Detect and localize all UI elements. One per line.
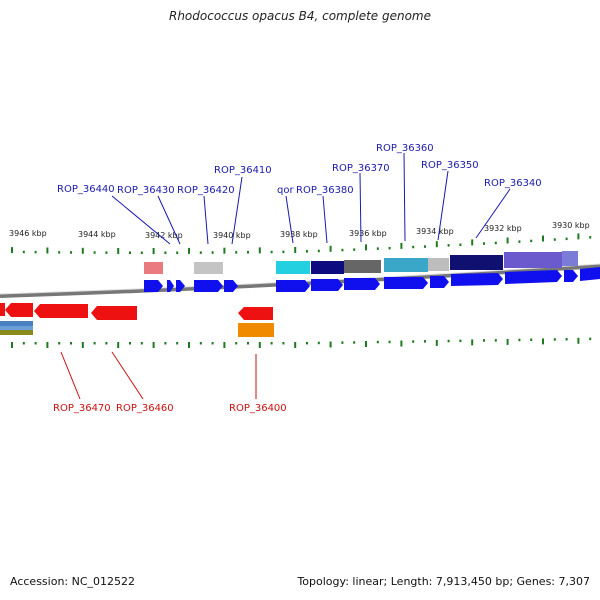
callout-line: [231, 176, 243, 245]
gene-label-rop-36350[interactable]: ROP_36350: [421, 160, 479, 171]
scale-label: 3932 kbp: [484, 224, 522, 233]
reverse-gene-labels: ROP_36470 ROP_36460 ROP_36400: [53, 403, 287, 414]
reverse-genes: [0, 303, 273, 320]
genome-summary-text: Topology: linear; Length: 7,913,450 bp; …: [297, 575, 590, 588]
feature-box[interactable]: [238, 323, 274, 337]
callout-line: [157, 195, 181, 245]
feature-box[interactable]: [504, 252, 562, 268]
forward-gene-labels: ROP_36440 ROP_36430 ROP_36420 ROP_36410 …: [57, 143, 542, 196]
reverse-callouts: [60, 351, 257, 400]
forward-gene-arrow[interactable]: [167, 280, 174, 292]
callout-line: [60, 351, 81, 400]
scale-label: 3942 kbp: [145, 231, 183, 240]
callout-line: [475, 188, 511, 239]
gene-label-rop-36420[interactable]: ROP_36420: [177, 185, 235, 196]
forward-genes: [144, 267, 600, 292]
feature-box[interactable]: [384, 258, 428, 272]
gene-label-rop-36410[interactable]: ROP_36410: [214, 165, 272, 176]
gene-label-rop-36400[interactable]: ROP_36400: [229, 403, 287, 414]
gene-label-qor[interactable]: qor: [277, 185, 294, 196]
gene-label-rop-36340[interactable]: ROP_36340: [484, 178, 542, 189]
scale-label: 3940 kbp: [213, 231, 251, 240]
feature-box[interactable]: [276, 261, 310, 274]
feature-box[interactable]: [311, 261, 344, 274]
accession-text: Accession: NC_012522: [10, 575, 136, 588]
feature-box[interactable]: [562, 251, 578, 266]
gene-label-rop-36470[interactable]: ROP_36470: [53, 403, 111, 414]
scale-label: 3930 kbp: [552, 221, 590, 230]
feature-box[interactable]: [0, 326, 33, 330]
reverse-gene-arrow[interactable]: [0, 303, 5, 316]
scale-labels: 3946 kbp 3944 kbp 3942 kbp 3940 kbp 3938…: [9, 221, 590, 240]
feature-box[interactable]: [0, 330, 33, 335]
forward-gene-arrow[interactable]: [276, 280, 310, 292]
forward-gene-arrow[interactable]: [384, 277, 428, 289]
forward-gene-arrow[interactable]: [505, 270, 562, 284]
callout-line: [111, 351, 144, 400]
feature-box[interactable]: [144, 262, 163, 274]
feature-box[interactable]: [194, 262, 223, 274]
callout-line: [203, 195, 209, 245]
reverse-gene-arrow[interactable]: [91, 306, 137, 320]
feature-box[interactable]: [450, 255, 503, 270]
forward-gene-arrow[interactable]: [194, 280, 223, 292]
scale-label: 3946 kbp: [9, 229, 47, 238]
gene-label-rop-36360[interactable]: ROP_36360: [376, 143, 434, 154]
gene-label-rop-36370[interactable]: ROP_36370: [332, 163, 390, 174]
scale-label: 3938 kbp: [280, 230, 318, 239]
forward-gene-arrow[interactable]: [564, 270, 578, 282]
scale-label: 3936 kbp: [349, 229, 387, 238]
gene-label-rop-36460[interactable]: ROP_36460: [116, 403, 174, 414]
forward-gene-arrow[interactable]: [311, 279, 343, 291]
map-title: Rhodococcus opacus B4, complete genome: [168, 9, 431, 23]
callout-line: [285, 195, 294, 244]
gene-label-rop-36430[interactable]: ROP_36430: [117, 185, 175, 196]
scale-label: 3934 kbp: [416, 227, 454, 236]
callout-line: [322, 195, 328, 244]
callout-line: [403, 152, 406, 242]
callout-line: [359, 172, 362, 243]
forward-gene-arrow[interactable]: [430, 276, 449, 288]
reverse-gene-arrow[interactable]: [5, 303, 33, 317]
forward-callouts: [111, 152, 511, 245]
forward-gene-arrow[interactable]: [176, 280, 185, 292]
forward-gene-arrow[interactable]: [224, 280, 238, 292]
callout-line: [437, 170, 449, 241]
reverse-gene-arrow[interactable]: [238, 307, 273, 320]
callout-line: [111, 195, 171, 245]
forward-gene-arrow[interactable]: [580, 267, 600, 281]
feature-box[interactable]: [0, 321, 33, 326]
gene-label-rop-36440[interactable]: ROP_36440: [57, 184, 115, 195]
gene-label-rop-36380[interactable]: ROP_36380: [296, 185, 354, 196]
forward-gene-arrow[interactable]: [344, 278, 380, 290]
feature-box[interactable]: [428, 258, 449, 271]
forward-gene-arrow[interactable]: [144, 280, 163, 292]
reverse-gene-arrow[interactable]: [34, 304, 88, 318]
forward-gene-arrow[interactable]: [451, 273, 503, 286]
reverse-features: [0, 321, 274, 337]
forward-features: [144, 251, 578, 274]
reverse-tick-track: [11, 337, 592, 348]
scale-label: 3944 kbp: [78, 230, 116, 239]
forward-tick-track: [11, 233, 592, 254]
feature-box[interactable]: [344, 260, 381, 273]
